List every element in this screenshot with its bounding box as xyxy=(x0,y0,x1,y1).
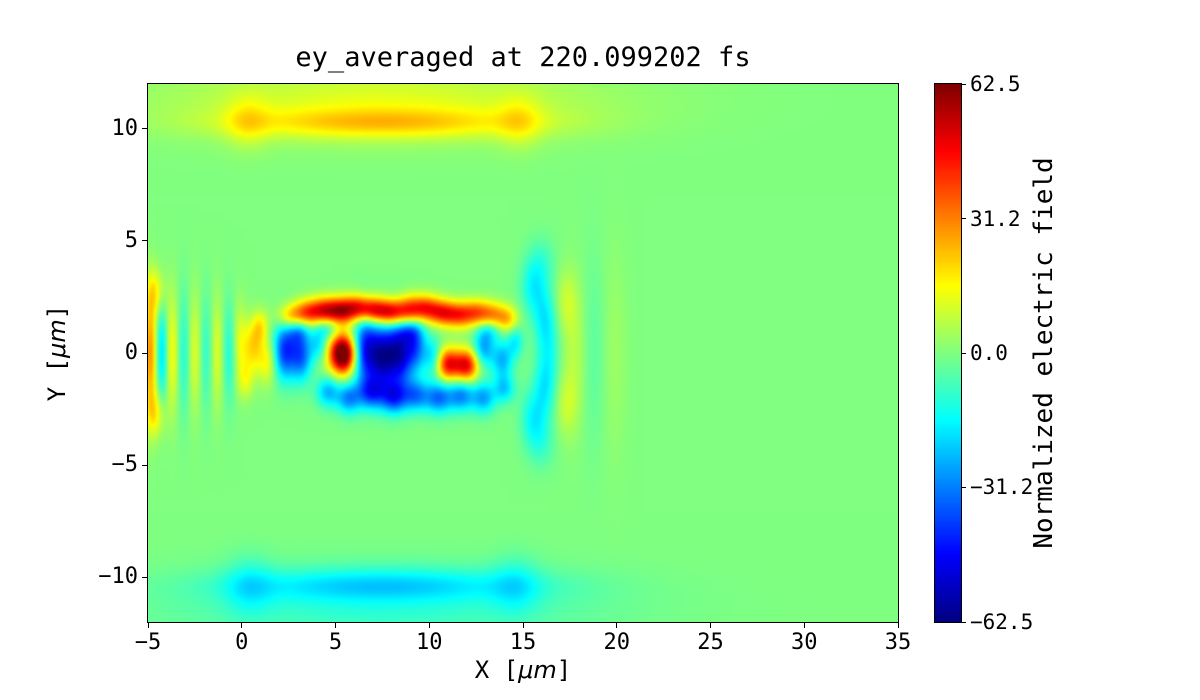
x-tick-label: 30 xyxy=(791,630,818,655)
y-tick-mark xyxy=(142,128,147,130)
x-tick-mark xyxy=(897,623,899,628)
x-tick-label: 0 xyxy=(235,630,249,655)
x-tick-mark xyxy=(241,623,243,628)
x-tick-mark xyxy=(147,623,149,628)
x-axis-label: X [μm] xyxy=(148,656,898,684)
y-tick-label: 10 xyxy=(111,115,139,141)
colorbar-tick-mark xyxy=(962,352,966,354)
plot-title: ey_averaged at 220.099202 fs xyxy=(295,42,751,73)
y-tick-mark xyxy=(142,240,147,242)
x-tick-mark xyxy=(335,623,336,628)
colorbar-tick-mark xyxy=(962,218,966,220)
x-tick-mark xyxy=(428,623,430,628)
y-tick-mark xyxy=(142,576,147,578)
colorbar-tick-mark xyxy=(962,83,966,85)
colorbar-tick-label: 31.2 xyxy=(970,206,1021,231)
y-tick-mark xyxy=(142,352,147,354)
y-axis-label-suffix: ] xyxy=(43,304,71,320)
x-tick-label: −5 xyxy=(134,630,162,655)
x-axis-label-unit: μm xyxy=(518,656,557,684)
x-tick-label: 25 xyxy=(697,630,724,655)
y-tick-label: −5 xyxy=(111,452,139,478)
y-tick-label: −10 xyxy=(98,564,138,590)
y-tick-label: 0 xyxy=(124,340,138,365)
colorbar-tick-mark xyxy=(962,621,966,623)
colorbar-tick-label: 62.5 xyxy=(970,72,1021,96)
x-tick-label: 15 xyxy=(509,630,537,655)
heatmap-canvas xyxy=(147,83,899,623)
x-tick-label: 10 xyxy=(416,630,443,655)
x-axis-label-suffix: ] xyxy=(556,656,572,684)
y-tick-label: 5 xyxy=(124,227,138,253)
x-tick-mark xyxy=(522,623,524,628)
x-axis-label-prefix: X [ xyxy=(474,656,519,684)
colorbar-tick-mark xyxy=(962,486,966,488)
colorbar-tick-label: 0.0 xyxy=(970,341,1008,365)
y-tick-mark xyxy=(142,464,147,466)
x-tick-mark xyxy=(710,623,711,628)
colorbar-tick-label: −62.5 xyxy=(970,610,1034,634)
colorbar-tick-label: −31.2 xyxy=(970,475,1034,500)
x-tick-label: 5 xyxy=(328,630,343,655)
x-tick-mark xyxy=(616,623,618,628)
x-tick-label: 35 xyxy=(884,630,912,655)
x-tick-mark xyxy=(803,623,805,628)
x-tick-label: 20 xyxy=(603,630,631,655)
colorbar-canvas xyxy=(934,83,962,623)
